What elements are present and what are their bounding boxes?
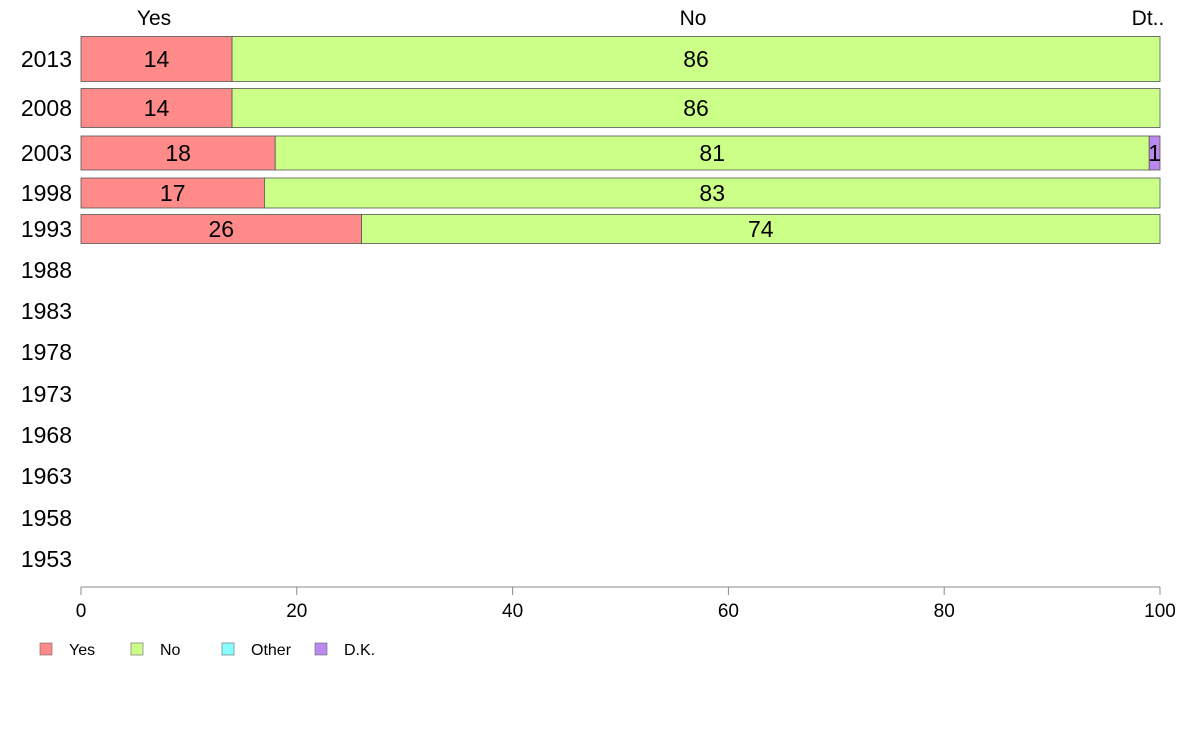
- bar-label-2013-no: 86: [683, 46, 709, 72]
- category-label-1973: 1973: [21, 381, 72, 407]
- bar-2003-no: [274, 135, 1150, 171]
- bars: 14 86 14 86 18 81 1 17 83 26 74: [80, 36, 1161, 244]
- category-label-1998: 1998: [21, 180, 72, 206]
- column-header-dt: Dt..: [1132, 7, 1165, 30]
- column-header-no: No: [680, 7, 707, 30]
- category-labels: 2013 2008 2003 1998 1993 1988 1983 1978 1973 1968…: [21, 46, 72, 572]
- column-header-yes: Yes: [137, 7, 171, 30]
- bar-1993-no: [361, 214, 1161, 244]
- legend-label-d-k: D.K.: [344, 642, 375, 659]
- category-label-1968: 1968: [21, 422, 72, 448]
- bar-label-2003-no: 81: [699, 140, 725, 166]
- bar-label-2008-yes: 14: [144, 95, 170, 121]
- x-tick-label: 100: [1144, 601, 1176, 622]
- category-label-2003: 2003: [21, 140, 72, 166]
- category-label-1988: 1988: [21, 257, 72, 283]
- x-tick-label: 40: [502, 601, 523, 622]
- bar-label-1993-yes: 26: [208, 216, 234, 242]
- bar-1993-yes: [80, 214, 362, 244]
- bar-2008-yes: [80, 88, 233, 128]
- bar-label-2008-no: 86: [683, 95, 709, 121]
- bar-1998-no: [264, 177, 1161, 209]
- bar-2013-no: [231, 36, 1161, 82]
- bar-label-1998-yes: 17: [160, 180, 186, 206]
- bar-label-2013-yes: 14: [144, 46, 170, 72]
- category-label-2008: 2008: [21, 95, 72, 121]
- x-tick-label: 20: [286, 601, 307, 622]
- bar-2003-d-k: [1148, 135, 1161, 171]
- bar-2013-yes: [80, 36, 233, 82]
- legend-swatch-yes: [39, 642, 53, 656]
- category-label-1953: 1953: [21, 546, 72, 572]
- legend-swatch-d-k: [314, 642, 328, 656]
- column-headers: Yes No Dt..: [137, 7, 1164, 30]
- bar-2003-yes: [80, 135, 276, 171]
- category-label-2013: 2013: [21, 46, 72, 72]
- bar-2008-no: [231, 88, 1161, 128]
- legend: Yes No Other D.K.: [39, 642, 375, 659]
- bar-label-2003-yes: 18: [165, 140, 191, 166]
- category-label-1963: 1963: [21, 463, 72, 489]
- legend-label-other: Other: [251, 642, 292, 659]
- x-axis: 0 20 40 60 80 100: [76, 586, 1176, 622]
- category-label-1978: 1978: [21, 339, 72, 365]
- legend-label-no: No: [160, 642, 181, 659]
- category-label-1993: 1993: [21, 216, 72, 242]
- bar-label-2003-d-k: 1: [1148, 140, 1161, 166]
- x-tick-label: 80: [934, 601, 955, 622]
- category-label-1958: 1958: [21, 505, 72, 531]
- legend-swatch-no: [130, 642, 144, 656]
- bar-1998-yes: [80, 177, 265, 209]
- category-label-1983: 1983: [21, 298, 72, 324]
- x-tick-label: 0: [76, 601, 87, 622]
- legend-swatch-other: [221, 642, 235, 656]
- bar-label-1993-no: 74: [748, 216, 774, 242]
- bar-label-1998-no: 83: [699, 180, 725, 206]
- x-tick-label: 60: [718, 601, 739, 622]
- legend-label-yes: Yes: [69, 642, 95, 659]
